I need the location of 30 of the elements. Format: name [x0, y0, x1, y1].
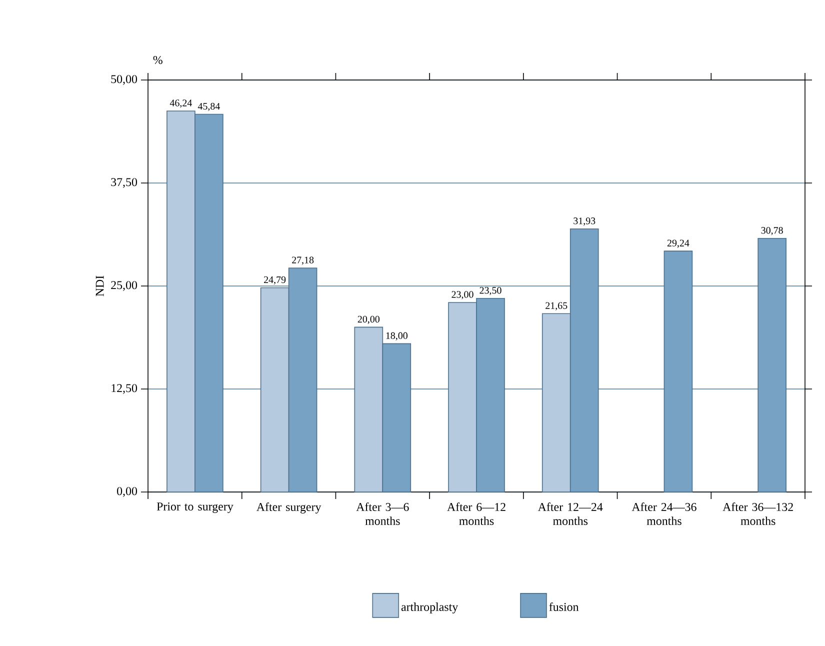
y-tick-label: 50,00: [111, 75, 138, 85]
y-axis-title: NDI: [96, 276, 104, 296]
data-label: 29,24: [667, 240, 690, 248]
data-label: 27,18: [292, 256, 314, 265]
data-label: 21,65: [546, 302, 568, 310]
data-label: 46,24: [170, 100, 192, 108]
x-tick-label: After surgery: [256, 502, 322, 514]
x-tick-label: After 24—36 months: [632, 502, 696, 525]
data-label: 24,79: [264, 276, 286, 285]
x-tick-label: After 12—24 months: [538, 502, 603, 525]
y-tick-label: 25,00: [111, 281, 138, 291]
x-tick-label: After 36—132 months: [722, 502, 793, 525]
x-tick-label: After 6—12 months: [447, 502, 506, 525]
bar: [664, 250, 693, 492]
text: %: [153, 56, 162, 64]
data-label: 23,00: [452, 291, 474, 300]
y-tick-label: 12,50: [112, 384, 138, 394]
data-label: 20,00: [358, 316, 380, 324]
data-label: 23,50: [480, 286, 502, 296]
legend-label: arthroplasty: [401, 602, 458, 614]
data-label: 31,93: [574, 218, 596, 226]
legend-label: fusion: [549, 602, 579, 612]
y-tick-label: 0,00: [117, 487, 138, 497]
data-label: 18,00: [386, 332, 408, 340]
bar: [758, 238, 786, 492]
y-tick-label: 37,50: [111, 178, 138, 188]
x-tick-label: Prior to surgery: [156, 502, 234, 513]
data-label: 30,78: [761, 227, 783, 236]
data-label: 45,84: [198, 102, 220, 112]
x-tick-label: After 3—6 months: [356, 502, 409, 525]
